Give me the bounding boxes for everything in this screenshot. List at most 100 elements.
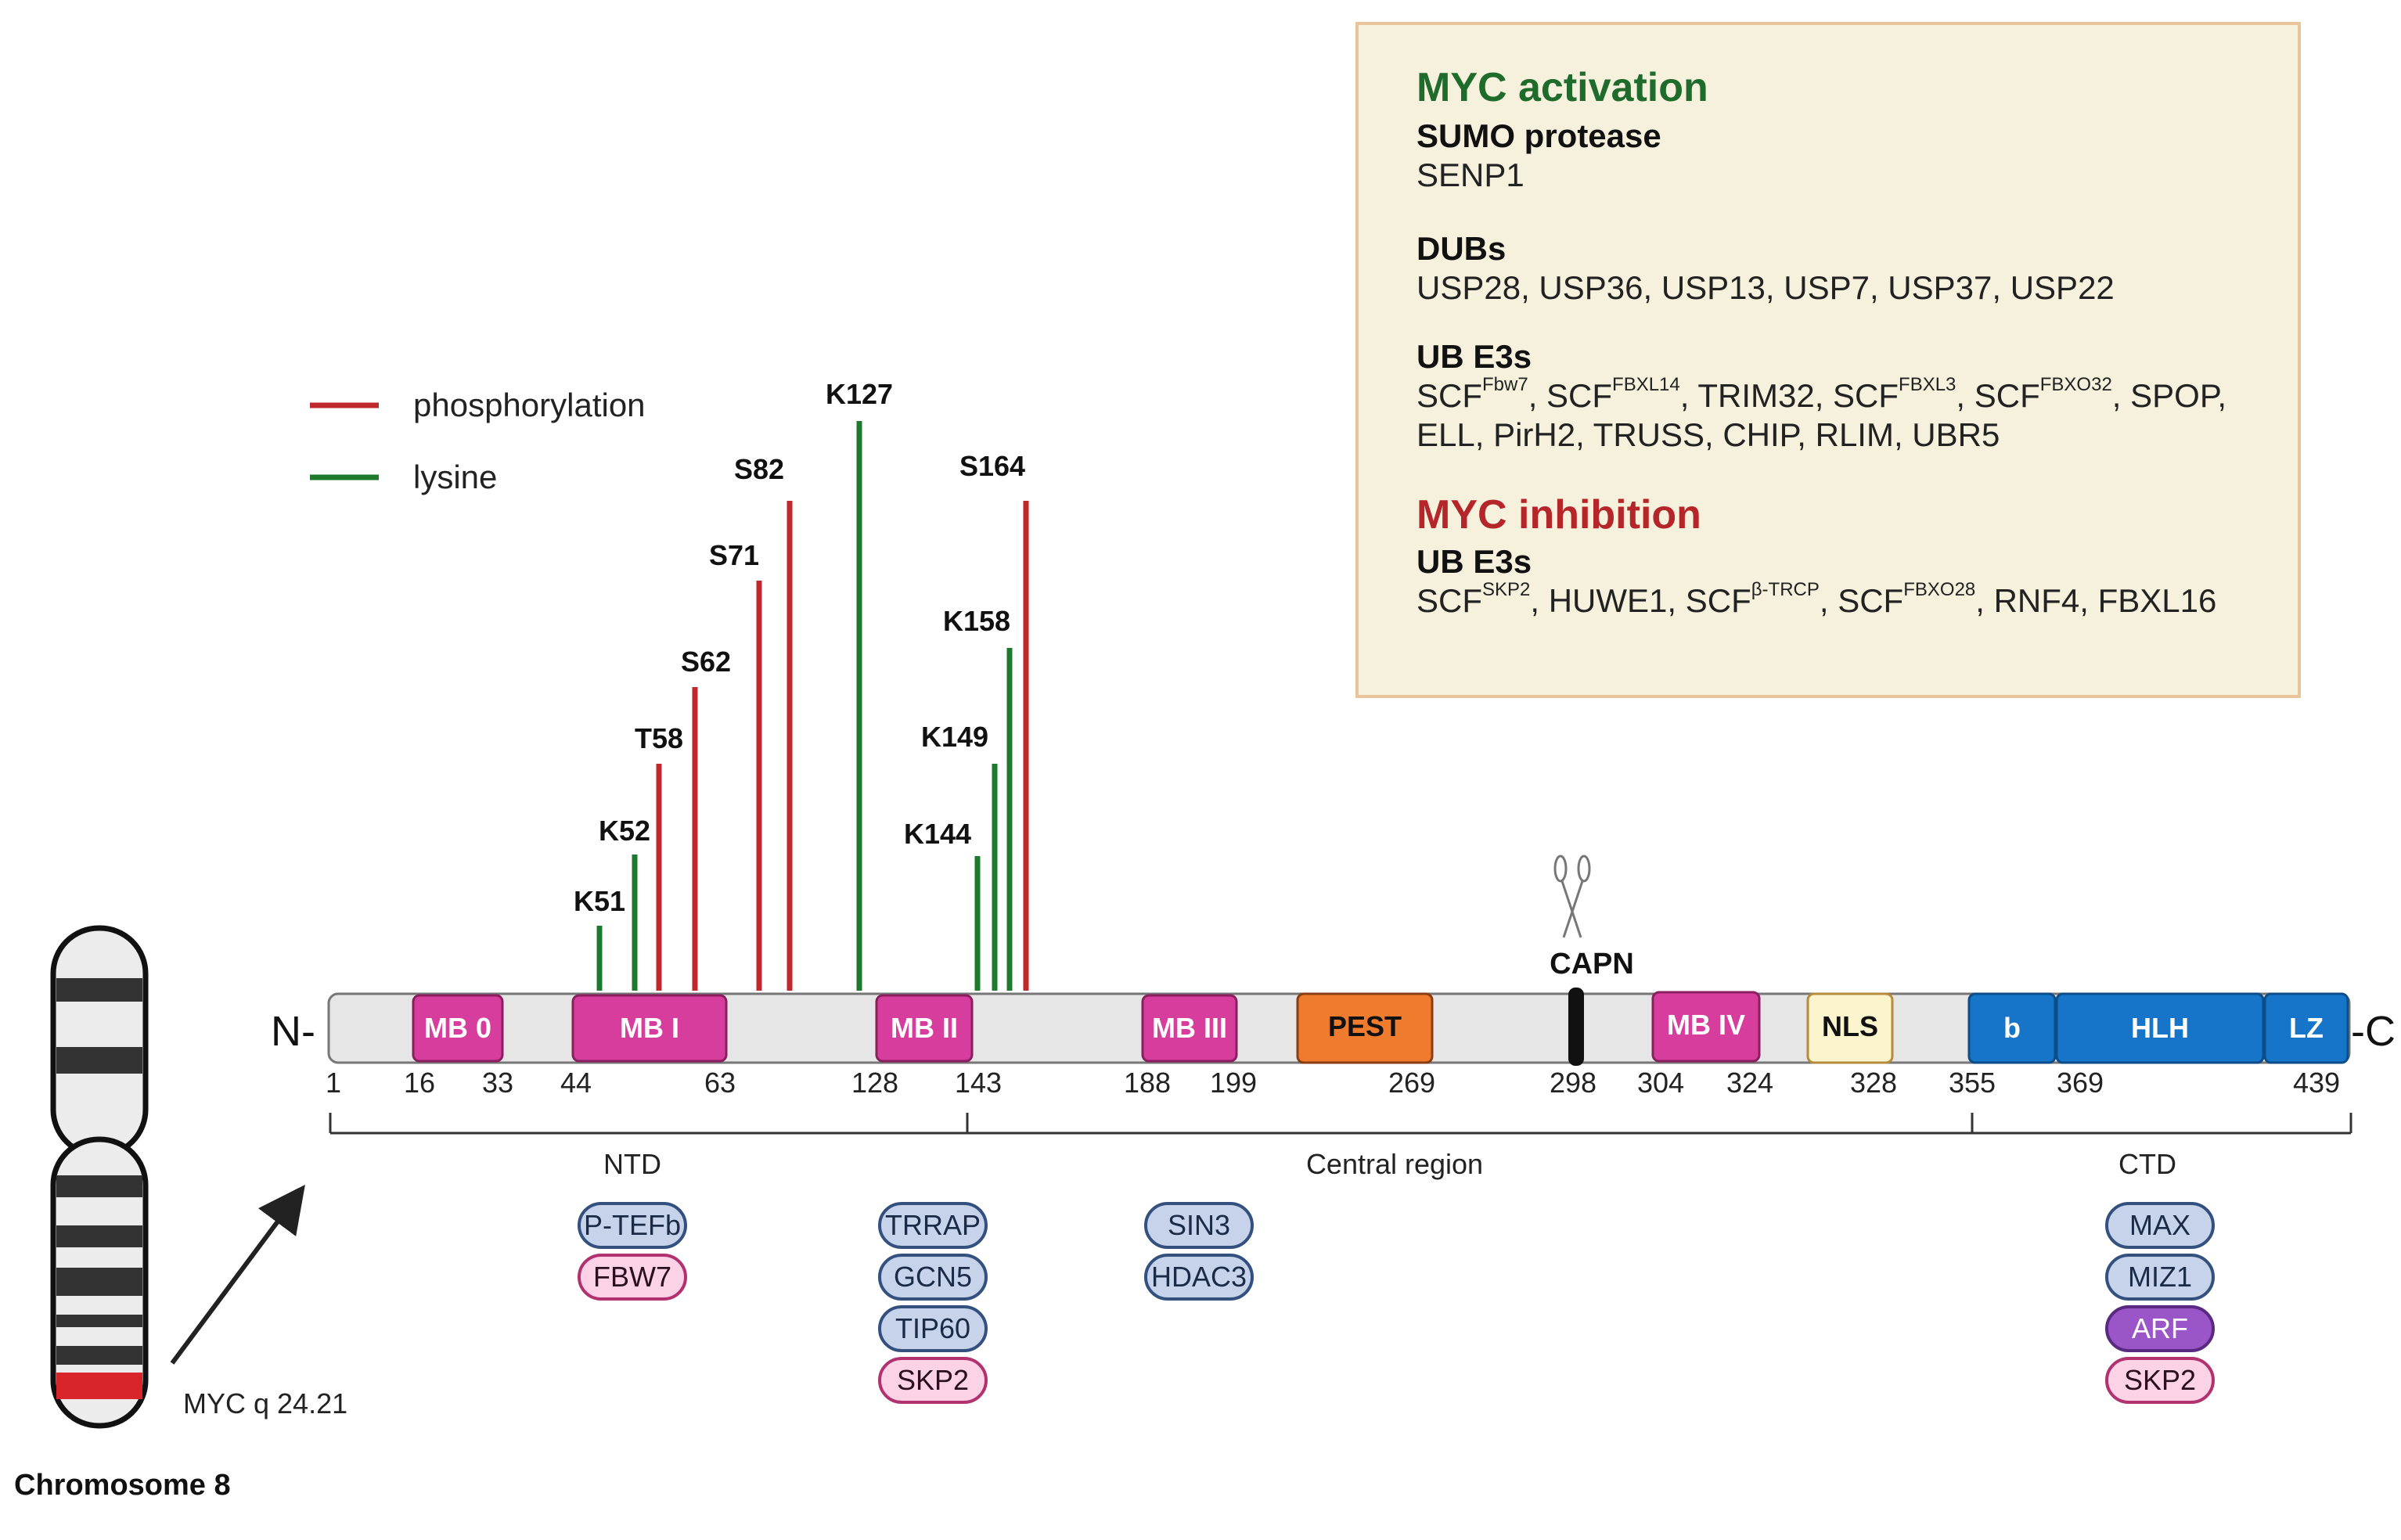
tick-355: 355 [1949,1067,1996,1099]
tick-63: 63 [704,1067,736,1099]
partner-pill-trrap [878,1202,988,1249]
inhibition-ub-e3s-line: SCFSKP2, HUWE1, SCFβ-TRCP, SCFFBXO28, RN… [1416,579,2217,619]
site-label-k127: K127 [826,378,893,410]
sumo-protease-heading: SUMO protease [1416,117,1661,154]
partner-pill-p-tefb [578,1202,687,1249]
tick-16: 16 [404,1067,435,1099]
partner-label-skp2: SKP2 [897,1364,969,1396]
tick-33: 33 [482,1067,513,1099]
legend-lysine-label: lysine [413,459,497,495]
domain-mb0-label: MB 0 [424,1012,491,1044]
partner-label-max: MAX [2129,1209,2190,1241]
domain-lz-label: LZ [2289,1012,2324,1044]
chromosome-band [56,1175,142,1197]
inhibition-ub-e3s-heading: UB E3s [1416,543,1532,580]
tick-44: 44 [560,1067,592,1099]
partner-label-skp2: SKP2 [2124,1364,2196,1396]
cleavage-marker [1568,988,1584,1066]
site-label-s82: S82 [734,453,784,485]
chromosome-band [56,1315,142,1327]
partner-label-miz1: MIZ1 [2128,1261,2192,1293]
region-ctd-label: CTD [2118,1148,2176,1180]
scissors-icon [1553,855,1591,938]
site-label-k158: K158 [943,605,1010,637]
domain-b-label: b [2003,1012,2021,1044]
calpain-cleavage: CAPN [1550,855,1634,1066]
dubs-list: USP28, USP36, USP13, USP7, USP37, USP22 [1416,269,2115,306]
tick-324: 324 [1726,1067,1773,1099]
chromosome-band [56,1346,142,1365]
partner-label-gcn5: GCN5 [894,1261,972,1293]
partner-label-tip60: TIP60 [895,1312,970,1344]
partner-pill-skp2 [2105,1357,2215,1404]
partner-label-p-tefb: P-TEFb [584,1209,681,1241]
n-terminus-label: N- [271,1008,315,1055]
domain-mb1 [571,994,728,1063]
tick-128: 128 [851,1067,898,1099]
activation-ub-e3s-line-2: ELL, PirH2, TRUSS, CHIP, RLIM, UBR5 [1416,416,2000,453]
myc-locus-band [56,1373,142,1399]
domain-b [1967,992,2057,1064]
tick-439: 439 [2293,1067,2340,1099]
domain-nls [1806,992,1894,1064]
chromosome-8: MYC q 24.21 Chromosome 8 [14,925,347,1502]
region-ntd-label: NTD [603,1148,661,1180]
domain-nls-label: NLS [1822,1010,1878,1042]
partner-label-trrap: TRRAP [885,1209,981,1241]
domain-mb2 [875,994,974,1063]
domain-hlh-label: HLH [2131,1012,2189,1044]
activation-ub-e3s-line-1: SCFFbw7, SCFFBXL14, TRIM32, SCFFBXL3, SC… [1416,374,2227,414]
domain-mb2-label: MB II [891,1012,958,1044]
partner-pill-hdac3 [1144,1254,1254,1301]
partner-label-hdac3: HDAC3 [1151,1261,1247,1293]
site-label-s71: S71 [709,539,759,571]
partner-label-arf: ARF [2132,1312,2188,1344]
partner-pill-tip60 [878,1305,988,1352]
modification-sites [596,421,1029,991]
domain-mb1-label: MB I [620,1012,679,1044]
chromosome-band [56,1225,142,1247]
partner-label-fbw7: FBW7 [593,1261,671,1293]
tick-1: 1 [326,1067,341,1099]
tick-369: 369 [2057,1067,2104,1099]
tick-298: 298 [1550,1067,1596,1099]
chromosome-title: Chromosome 8 [14,1469,231,1502]
c-terminus-label: -C [2351,1008,2396,1055]
site-label-k149: K149 [921,721,988,753]
site-label-k51: K51 [574,885,625,917]
partner-pill-arf [2105,1305,2215,1352]
site-label-s62: S62 [681,646,731,678]
tick-269: 269 [1388,1067,1435,1099]
chromosome-band [56,1047,142,1074]
chromosome-band [56,1268,142,1296]
domain-mb4 [1651,991,1761,1063]
partner-pill-max [2105,1202,2215,1249]
region-bracket [329,1113,2352,1135]
activation-title: MYC activation [1416,65,1708,110]
partner-pill-fbw7 [578,1254,687,1301]
residue-ticks: 1 16 33 44 63 128 143 188 199 269 298 30… [326,1067,2340,1099]
domain-hlh [2055,992,2265,1064]
partner-pill-sin3 [1144,1202,1254,1249]
partner-pill-gcn5 [878,1254,988,1301]
inhibition-title: MYC inhibition [1416,492,1701,538]
sumo-protease-list: SENP1 [1416,157,1524,193]
myc-locus-label: MYC q 24.21 [183,1387,347,1419]
partner-pill-miz1 [2105,1254,2215,1301]
domain-mb0 [412,994,504,1063]
tick-199: 199 [1210,1067,1257,1099]
chromosome-band [56,978,142,1002]
partner-label-sin3: SIN3 [1168,1209,1230,1241]
tick-188: 188 [1124,1067,1171,1099]
legend: phosphorylation lysine [310,387,646,495]
activation-ub-e3s-heading: UB E3s [1416,338,1532,375]
tick-328: 328 [1850,1067,1897,1099]
tick-304: 304 [1637,1067,1684,1099]
interaction-partners: P-TEFb FBW7 TRRAP GCN5 TIP60 SKP2 SIN3 HDAC3 MAX… [578,1202,2215,1404]
domain-pest [1296,992,1434,1064]
chromosome-p-arm [50,925,149,1158]
legend-phosphorylation-label: phosphorylation [413,387,646,423]
tick-143: 143 [955,1067,1002,1099]
